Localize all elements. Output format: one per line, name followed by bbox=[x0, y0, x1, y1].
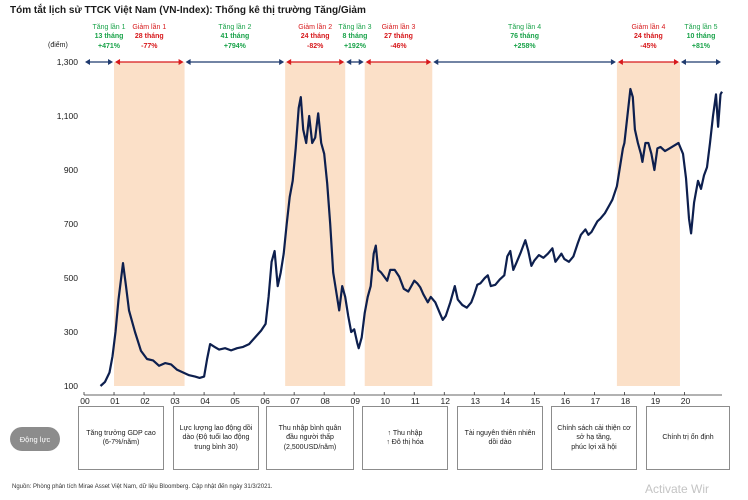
phase-name: Giảm lần 3 bbox=[382, 22, 416, 31]
y-tick-label: 1,100 bbox=[57, 111, 79, 121]
x-tick-label: 02 bbox=[140, 396, 150, 406]
arrow-head-left bbox=[617, 59, 623, 65]
x-tick-label: 12 bbox=[441, 396, 451, 406]
driver-box: Lực lượng lao động dồi dào (Độ tuổi lao … bbox=[173, 406, 259, 470]
phase-duration: 24 tháng bbox=[634, 33, 663, 40]
x-tick-label: 04 bbox=[200, 396, 210, 406]
x-tick-label: 06 bbox=[260, 396, 270, 406]
x-tick-label: 19 bbox=[651, 396, 661, 406]
arrow-head-left bbox=[286, 59, 292, 65]
x-tick-label: 08 bbox=[320, 396, 330, 406]
x-tick-label: 00 bbox=[80, 396, 90, 406]
phase-duration: 41 tháng bbox=[220, 33, 249, 40]
y-tick-label: 500 bbox=[64, 273, 78, 283]
x-tick-label: 16 bbox=[561, 396, 571, 406]
x-tick-label: 11 bbox=[411, 396, 420, 406]
x-tick-label: 01 bbox=[110, 396, 120, 406]
phase-change: +81% bbox=[692, 43, 711, 50]
phase-duration: 27 tháng bbox=[384, 33, 413, 40]
down-phase-band bbox=[114, 62, 185, 386]
arrow-head-right bbox=[358, 59, 364, 65]
vn-index-line bbox=[99, 87, 723, 387]
phase-name: Tăng lần 4 bbox=[508, 22, 541, 31]
y-tick-label: 900 bbox=[64, 165, 78, 175]
y-tick-label: 700 bbox=[64, 219, 78, 229]
x-axis: 00 01 02 03 04 05 06 07 08 09 10 11 12 13 14 15 16 17 18 19… bbox=[80, 392, 722, 406]
source-note: Nguồn: Phòng phân tích Mirae Asset Việt … bbox=[12, 484, 273, 490]
arrow-head-right bbox=[178, 59, 184, 65]
arrow-head-left bbox=[433, 59, 439, 65]
phase-name: Tăng lần 2 bbox=[218, 22, 251, 31]
arrow-head-right bbox=[716, 59, 721, 65]
phase-change: -46% bbox=[390, 43, 407, 50]
driver-box: Tài nguyên thiên nhiên dồi dào bbox=[457, 406, 543, 470]
phase-name: Tăng lần 1 bbox=[92, 22, 125, 31]
arrow-head-right bbox=[279, 59, 285, 65]
x-tick-label: 15 bbox=[531, 396, 541, 406]
y-tick-label: 100 bbox=[64, 381, 78, 391]
x-tick-label: 20 bbox=[681, 396, 691, 406]
arrow-head-left bbox=[680, 59, 686, 65]
arrow-head-left bbox=[85, 59, 90, 65]
arrow-head-right bbox=[108, 59, 114, 65]
phase-change: +192% bbox=[344, 43, 367, 50]
activation-watermark: Activate Wir bbox=[645, 482, 710, 496]
arrow-head-right bbox=[426, 59, 432, 65]
phase-duration: 76 tháng bbox=[510, 33, 539, 40]
driver-box: Thu nhập bình quân đầu người thấp (2,500… bbox=[266, 406, 354, 470]
y-axis-unit: (điểm) bbox=[48, 41, 68, 49]
phase-name: Tăng lần 3 bbox=[338, 22, 371, 31]
x-tick-label: 18 bbox=[621, 396, 631, 406]
phase-annotations: Tăng lần 1 13 tháng +471% Giảm lần 1 28 thán… bbox=[92, 22, 717, 50]
phase-name: Giảm lần 4 bbox=[632, 22, 666, 31]
down-phase-band bbox=[616, 62, 680, 386]
phase-change: +258% bbox=[514, 43, 537, 50]
phase-change: -45% bbox=[640, 43, 657, 50]
x-tick-label: 17 bbox=[591, 396, 601, 406]
down-phase-shading bbox=[114, 62, 680, 386]
down-phase-band bbox=[285, 62, 346, 386]
phase-change: +794% bbox=[224, 43, 247, 50]
arrow-head-left bbox=[365, 59, 371, 65]
driver-box: Tăng trưởng GDP cao (6-7%/năm) bbox=[78, 406, 164, 470]
x-tick-label: 09 bbox=[350, 396, 360, 406]
phase-duration: 28 tháng bbox=[135, 33, 164, 40]
drivers-label: Động lực bbox=[10, 427, 60, 451]
arrow-head-left bbox=[185, 59, 191, 65]
phase-arrows bbox=[85, 59, 721, 65]
arrow-head-right bbox=[610, 59, 616, 65]
phase-change: -82% bbox=[307, 43, 324, 50]
x-tick-label: 03 bbox=[170, 396, 180, 406]
arrow-head-left bbox=[346, 59, 352, 65]
phase-name: Giảm lần 1 bbox=[132, 22, 166, 31]
phase-duration: 13 tháng bbox=[95, 33, 124, 40]
driver-box: Chính sách cải thiện cơ sở hạ tầng, phúc… bbox=[551, 406, 637, 470]
arrow-head-right bbox=[339, 59, 345, 65]
y-tick-label: 1,300 bbox=[57, 57, 79, 67]
phase-duration: 24 tháng bbox=[301, 33, 330, 40]
y-axis: 100 300 500 700 900 1,100 1,300 (điểm) bbox=[48, 41, 78, 391]
phase-name: Tăng lần 5 bbox=[684, 22, 717, 31]
phase-duration: 8 tháng bbox=[343, 33, 368, 40]
driver-box: ↑ Thu nhập ↑ Đô thị hóa bbox=[362, 406, 448, 470]
phase-duration: 10 tháng bbox=[687, 33, 716, 40]
arrow-head-left bbox=[115, 59, 121, 65]
phase-change: +471% bbox=[98, 43, 121, 50]
y-tick-label: 300 bbox=[64, 327, 78, 337]
x-tick-label: 14 bbox=[501, 396, 511, 406]
driver-box: Chính trị ổn định bbox=[646, 406, 730, 470]
x-tick-label: 10 bbox=[381, 396, 391, 406]
chart-title: Tóm tắt lịch sử TTCK Việt Nam (VN-Index)… bbox=[10, 5, 366, 16]
phase-change: -77% bbox=[141, 43, 158, 50]
x-tick-label: 07 bbox=[290, 396, 300, 406]
x-tick-label: 13 bbox=[471, 396, 481, 406]
x-tick-label: 05 bbox=[230, 396, 240, 406]
phase-name: Giảm lần 2 bbox=[298, 22, 332, 31]
arrow-head-right bbox=[673, 59, 679, 65]
down-phase-band bbox=[364, 62, 433, 386]
